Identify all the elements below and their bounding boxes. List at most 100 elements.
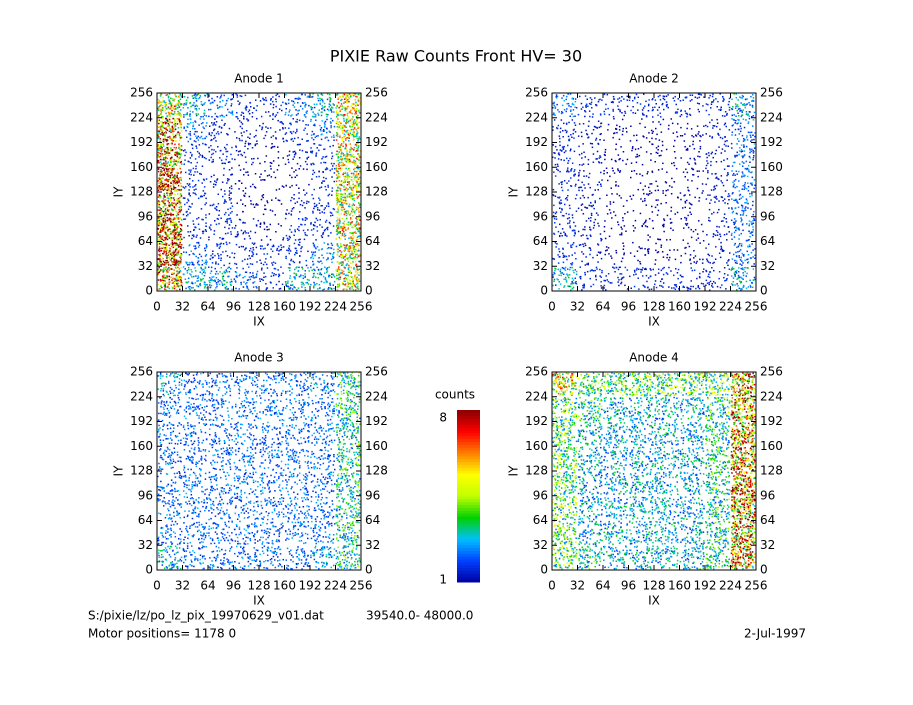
count-pixel [359,182,361,185]
count-pixel [173,126,175,129]
count-pixel [162,219,164,222]
count-pixel [205,222,207,224]
count-pixel [217,273,219,275]
count-pixel [158,269,161,271]
count-pixel [229,207,232,209]
count-pixel [163,267,165,269]
count-pixel [343,266,345,268]
count-pixel [253,277,255,279]
count-pixel [293,234,295,236]
count-pixel [343,201,346,204]
count-pixel [357,218,360,220]
count-pixel [330,106,333,108]
count-pixel [168,152,171,154]
count-pixel [350,287,353,289]
count-pixel [322,101,324,103]
count-pixel [351,252,353,255]
count-pixel [165,127,167,129]
count-pixel [171,137,173,140]
count-pixel [226,288,229,290]
count-pixel [571,262,574,264]
count-pixel [240,95,243,98]
count-pixel [335,192,338,194]
count-pixel [291,280,293,283]
count-pixel [242,276,244,279]
count-pixel [158,177,161,179]
count-pixel [314,221,316,224]
count-pixel [200,208,203,210]
count-pixel [211,97,213,100]
count-pixel [317,268,320,271]
count-pixel [291,184,293,187]
count-pixel [159,161,162,163]
count-pixel [168,93,171,95]
count-pixel [574,252,576,254]
count-pixel [345,139,347,142]
count-pixel [567,242,569,244]
count-pixel [345,203,347,205]
count-pixel [176,180,178,183]
count-pixel [179,269,182,272]
count-pixel [201,104,204,106]
count-pixel [204,266,207,268]
count-pixel [335,110,338,112]
count-pixel [201,156,204,158]
count-pixel [329,121,332,123]
count-pixel [724,280,726,282]
count-pixel [180,115,182,118]
count-pixel [313,205,316,208]
count-pixel [562,261,565,264]
count-pixel [565,279,568,282]
count-pixel [206,93,208,95]
count-pixel [183,127,185,130]
count-pixel [301,286,303,288]
count-pixel [175,202,177,205]
count-pixel [159,102,161,105]
count-pixel [193,140,196,142]
count-pixel [290,258,293,261]
count-pixel [633,285,636,288]
count-pixel [341,167,343,169]
count-pixel [159,197,161,199]
count-pixel [274,115,276,118]
count-pixel [353,103,355,105]
count-pixel [605,249,607,252]
count-pixel [171,257,173,260]
count-pixel [158,214,161,216]
count-pixel [176,235,179,238]
count-pixel [339,220,341,223]
count-pixel [162,201,165,203]
count-pixel [559,283,562,285]
count-pixel [336,286,339,288]
count-pixel [166,249,168,251]
count-pixel [731,268,734,270]
count-pixel [349,160,352,162]
count-pixel [343,273,345,275]
count-pixel [272,100,274,103]
count-pixel [301,149,304,152]
count-pixel [269,127,272,129]
count-pixel [187,213,189,216]
count-pixel [165,178,168,180]
count-pixel [218,257,220,259]
count-pixel [180,171,182,173]
count-pixel [290,210,293,212]
count-pixel [167,136,169,138]
count-pixel [209,281,211,284]
count-pixel [605,289,607,291]
count-pixel [356,256,358,259]
count-pixel [186,112,189,114]
count-pixel [218,214,220,216]
count-pixel [194,171,196,173]
count-pixel [357,288,360,290]
count-pixel [266,244,269,246]
count-pixel [261,267,263,270]
count-pixel [313,143,315,145]
count-pixel [324,105,326,108]
count-pixel [330,162,333,165]
count-pixel [297,239,300,241]
count-pixel [617,281,619,283]
count-pixel [336,203,338,205]
count-pixel [344,188,346,191]
count-pixel [637,277,639,279]
